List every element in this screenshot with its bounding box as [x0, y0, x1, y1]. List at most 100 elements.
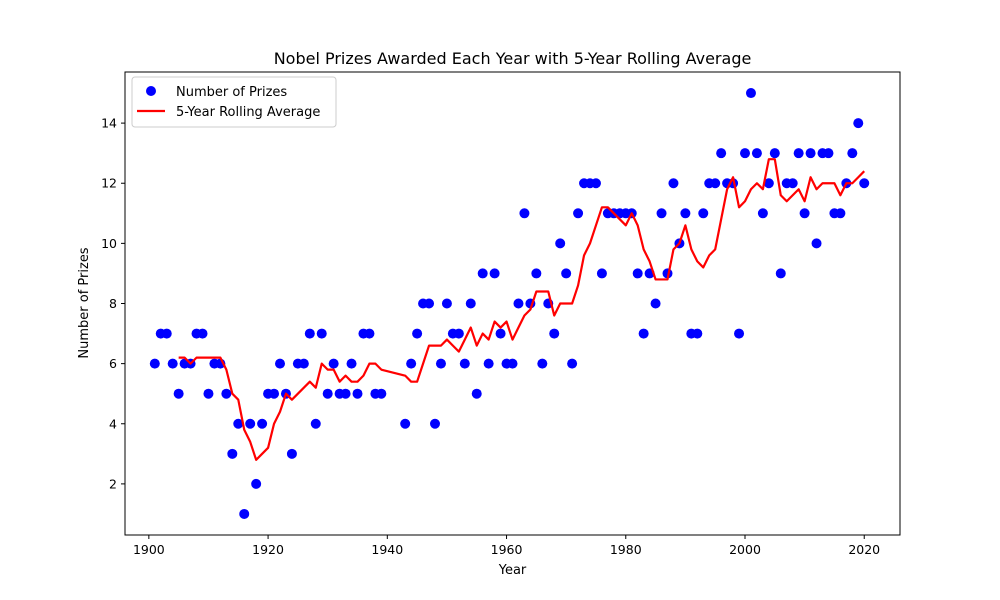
y-axis-label: Number of Prizes [77, 247, 92, 358]
scatter-point [322, 388, 333, 399]
legend-label-scatter: Number of Prizes [176, 85, 287, 100]
y-tick-label: 10 [101, 236, 117, 251]
scatter-point [346, 358, 357, 369]
scatter-point [251, 478, 262, 489]
scatter-point [590, 178, 601, 189]
x-tick-label: 1900 [133, 542, 165, 557]
scatter-point [298, 358, 309, 369]
scatter-point [227, 448, 238, 459]
scatter-point [775, 268, 786, 279]
scatter-point [495, 328, 506, 339]
scatter-point [465, 298, 476, 309]
y-tick-label: 12 [101, 176, 117, 191]
scatter-point [692, 328, 703, 339]
scatter-point [149, 358, 160, 369]
scatter-point [275, 358, 285, 369]
scatter-point [799, 208, 810, 219]
scatter-point [173, 388, 184, 399]
scatter-point [257, 418, 268, 429]
scatter-point [167, 358, 178, 369]
scatter-point [519, 208, 530, 219]
series-number-of-prizes [149, 88, 870, 519]
scatter-point [507, 358, 518, 369]
scatter-point [573, 208, 584, 219]
scatter-point [477, 268, 488, 279]
scatter-point [763, 178, 774, 189]
scatter-point [376, 388, 387, 399]
y-tick-label: 8 [109, 296, 117, 311]
scatter-point [441, 298, 452, 309]
scatter-point [239, 508, 250, 519]
scatter-point [668, 178, 679, 189]
scatter-point [698, 208, 709, 219]
scatter-point [835, 208, 846, 219]
rolling-average-line [178, 158, 866, 461]
scatter-point [549, 328, 560, 339]
scatter-point [596, 268, 607, 279]
scatter-point [805, 148, 816, 159]
scatter-point [310, 418, 321, 429]
scatter-point [650, 298, 661, 309]
x-tick-label: 1940 [371, 542, 403, 557]
x-tick-label: 1980 [610, 542, 642, 557]
scatter-point [793, 148, 804, 159]
scatter-point [269, 388, 280, 399]
scatter-point [811, 238, 822, 249]
scatter-point [304, 328, 315, 339]
scatter-point [328, 358, 339, 369]
y-tick-label: 14 [101, 116, 117, 131]
scatter-point [412, 328, 423, 339]
scatter-point [430, 418, 440, 429]
scatter-point [632, 268, 643, 279]
scatter-point [406, 358, 417, 369]
scatter-point [245, 418, 256, 429]
scatter-point [459, 358, 470, 369]
scatter-point [513, 298, 524, 309]
scatter-point [537, 358, 548, 369]
scatter-point [561, 268, 572, 279]
scatter-point [364, 328, 375, 339]
scatter-point [489, 268, 500, 279]
scatter-point [638, 328, 649, 339]
plot-area [124, 71, 901, 536]
scatter-point [203, 388, 214, 399]
y-tick-label: 4 [109, 416, 117, 431]
scatter-point [823, 148, 834, 159]
scatter-point [531, 268, 542, 279]
legend-box [131, 76, 337, 128]
x-tick-label: 1920 [252, 542, 284, 557]
legend-label-line: 5-Year Rolling Average [176, 105, 320, 120]
scatter-point [751, 148, 762, 159]
scatter-point [787, 178, 798, 189]
scatter-point [740, 148, 750, 159]
scatter-point [734, 328, 745, 339]
scatter-point [567, 358, 578, 369]
scatter-point [716, 148, 727, 159]
scatter-point [853, 118, 864, 129]
scatter-point [352, 388, 363, 399]
scatter-point [710, 178, 721, 189]
scatter-point [745, 88, 756, 99]
scatter-point [424, 298, 435, 309]
scatter-point [286, 448, 297, 459]
scatter-point [680, 208, 691, 219]
legend-marker-scatter [146, 86, 156, 96]
scatter-point [340, 388, 351, 399]
x-axis: 1900 1920 1940 1960 1980 2000 2020 [133, 535, 880, 557]
scatter-point [483, 358, 494, 369]
y-tick-label: 2 [109, 476, 117, 491]
x-tick-label: 1960 [491, 542, 523, 557]
scatter-point [400, 418, 411, 429]
scatter-point [656, 208, 667, 219]
scatter-point [471, 388, 482, 399]
x-tick-label: 2020 [848, 542, 880, 557]
scatter-point [847, 148, 858, 159]
scatter-point [453, 328, 464, 339]
scatter-point [233, 418, 244, 429]
scatter-point [769, 148, 780, 159]
scatter-point [316, 328, 327, 339]
chart-title: Nobel Prizes Awarded Each Year with 5-Ye… [274, 49, 752, 68]
plot-frame [124, 71, 901, 536]
scatter-point [757, 208, 768, 219]
scatter-point [221, 388, 232, 399]
